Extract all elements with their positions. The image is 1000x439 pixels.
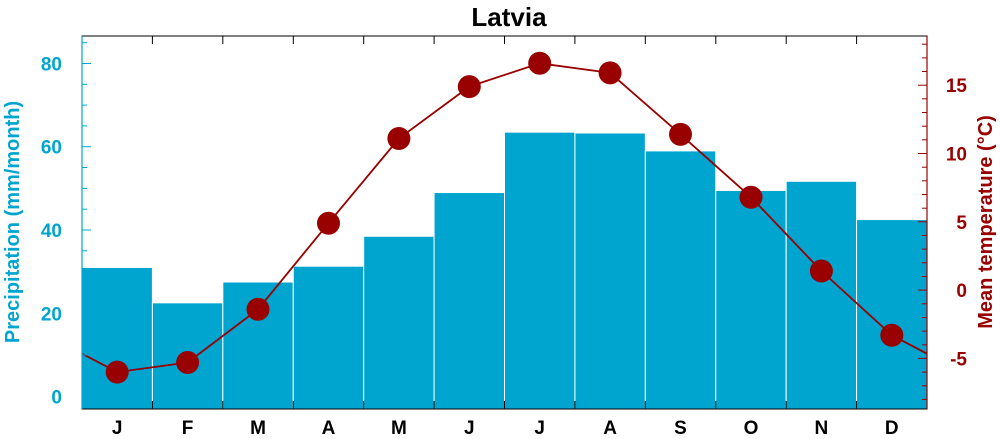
x-tick-label: J [534,418,545,439]
temperature-point [105,360,129,384]
top-x-axis [151,36,858,44]
temperature-line [81,62,928,374]
x-tick-label: M [391,418,407,439]
x-tick-label: J [112,418,123,439]
precipitation-bar [504,131,576,410]
left-tick-label: 80 [41,55,62,76]
precipitation-bar [644,150,717,410]
temperature-point [457,75,481,99]
right-tick-label: -5 [950,349,967,370]
temperature-point [739,185,763,209]
x-tick-label: S [674,418,687,439]
precipitation-bar [574,132,646,410]
right-tick-label: 10 [946,145,967,166]
left-tick-label: 20 [41,304,62,325]
left-y-axis: 0 20 40 60 80 [41,36,91,409]
x-tick-label: O [744,418,759,439]
precipitation-bar [856,219,928,410]
right-tick-label: 0 [956,281,967,302]
x-tick-label: J [464,418,475,439]
temperature-point [176,351,200,374]
temperature-point [246,297,270,321]
x-tick-label: D [885,418,899,439]
temperature-point [598,61,622,85]
temperature-point [387,127,411,150]
temperature-point [528,51,552,75]
right-tick-label: 15 [946,76,968,97]
temperature-series [81,51,928,384]
left-tick-label: 60 [41,138,62,159]
x-tick-label: F [182,418,194,439]
left-tick-label: 40 [41,221,62,242]
x-tick-label: N [815,418,829,439]
temperature-point [317,211,340,235]
precipitation-bar [785,180,858,410]
left-tick-label: 0 [51,388,62,409]
precipitation-bar [363,235,435,410]
temperature-point [669,122,692,146]
left-axis-label: Precipitation (mm/month) [2,101,24,343]
temperature-point [880,323,904,347]
precipitation-bar [292,265,365,410]
temperature-point [809,259,833,283]
precipitation-bar [433,192,505,410]
right-y-axis: -5 0 5 10 15 [918,36,967,409]
x-tick-label: A [322,418,336,439]
right-axis-label: Mean temperature (°C) [975,115,997,329]
x-tick-label: A [603,418,617,439]
chart-title: Latvia [471,2,547,32]
x-tick-label: M [250,418,266,439]
right-tick-label: 5 [956,213,967,234]
precipitation-bar [81,266,153,410]
precipitation-bars [81,131,928,410]
